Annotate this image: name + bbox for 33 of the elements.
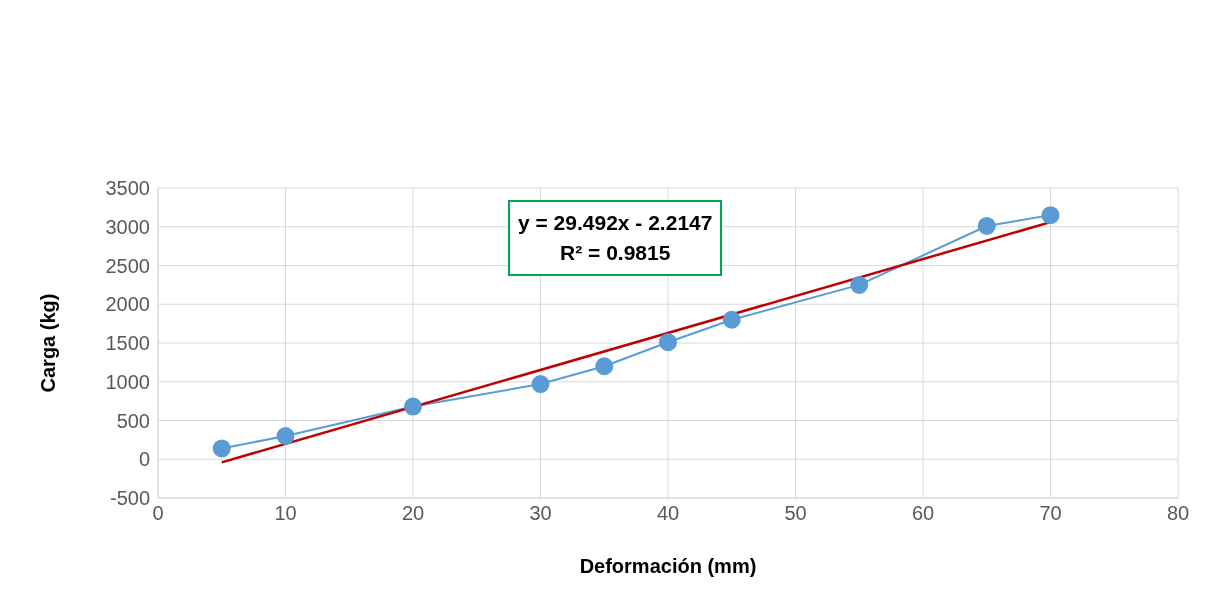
annotation: R² = 0.9815 [559, 240, 672, 266]
y-tick-label: 2500 [105, 254, 150, 277]
x-tick-label: 40 [656, 502, 680, 525]
x-tick-label: 50 [784, 502, 807, 525]
y-tick-label: 1000 [105, 370, 150, 393]
point [595, 357, 614, 376]
y-tick-label: 0 [138, 448, 150, 471]
point [850, 275, 869, 294]
text-box: y = 29.492x - 2.2147 R² = 0.9815 [508, 200, 723, 276]
point [659, 333, 677, 352]
point [212, 439, 231, 458]
y-tick-label: 3000 [105, 215, 150, 238]
x-tick-label: 20 [401, 502, 425, 525]
y-axis-title: Carga (kg) [37, 293, 60, 393]
point [404, 397, 422, 416]
y-tick-label: 1500 [105, 332, 150, 355]
point [1041, 206, 1060, 225]
annotation: y = 29.492x - 2.2147 [518, 210, 713, 236]
y-tick-label: 500 [116, 409, 150, 432]
y-tick-label: -500 [109, 487, 150, 510]
point [722, 310, 741, 329]
x-tick-label: 70 [1039, 502, 1062, 525]
x-tick-label: 0 [152, 502, 164, 525]
x-tick-label: 60 [911, 502, 935, 525]
point [977, 216, 996, 235]
x-tick-label: 10 [274, 502, 297, 525]
point [276, 427, 295, 445]
x-tick-label: 80 [1166, 502, 1190, 525]
x-tick-label: 30 [529, 502, 552, 525]
point [531, 375, 550, 394]
y-tick-label: 3500 [105, 177, 150, 200]
x-axis-title: Deformación (mm) [579, 555, 757, 577]
y-tick-label: 2000 [105, 293, 150, 316]
